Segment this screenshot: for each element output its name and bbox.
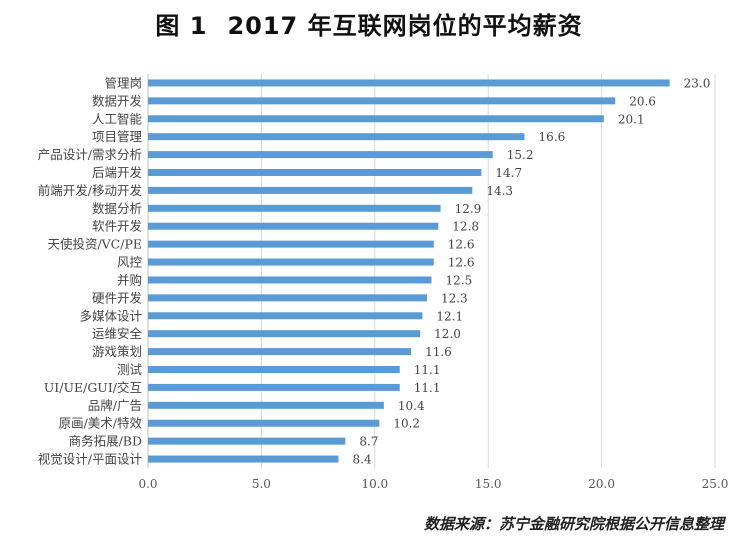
data-label: 11.1 [414, 381, 441, 395]
category-label: 软件开发 [92, 219, 143, 234]
category-label: 前端开发/移动开发 [38, 183, 143, 198]
bar [148, 366, 400, 373]
chart-title-text: 2017 年互联网岗位的平均薪资 [227, 12, 583, 40]
data-label: 16.6 [538, 130, 565, 144]
chart-title: 图 1 2017 年互联网岗位的平均薪资 [0, 6, 738, 41]
category-label: 视觉设计/平面设计 [38, 452, 142, 467]
category-label: 天使投资/VC/PE [47, 237, 142, 252]
data-label: 14.7 [495, 166, 522, 180]
bar [148, 115, 604, 123]
category-label: 原画/美术/特效 [59, 416, 143, 431]
bar [148, 437, 346, 445]
x-tick-label: 0.0 [138, 477, 157, 491]
data-label: 10.2 [393, 417, 420, 431]
category-label: 多媒体设计 [79, 308, 142, 323]
category-label: 品牌/广告 [88, 398, 142, 413]
bar [148, 240, 434, 248]
data-label: 11.6 [425, 345, 452, 359]
category-label: 管理岗 [104, 75, 142, 90]
data-label: 20.6 [629, 94, 656, 108]
data-label: 12.8 [452, 220, 479, 234]
x-tick-label: 5.0 [252, 477, 271, 491]
data-label: 8.7 [359, 435, 378, 449]
data-source-note: 数据来源：苏宁金融研究院根据公开信息整理 [423, 515, 724, 533]
category-label: 运维安全 [92, 326, 143, 341]
bar [148, 258, 434, 266]
data-label: 12.1 [436, 309, 463, 323]
bar [148, 222, 439, 230]
bar [148, 401, 384, 409]
bar [148, 455, 339, 463]
data-label: 12.5 [446, 273, 473, 287]
category-label: 数据开发 [92, 93, 143, 108]
x-tick-label: 20.0 [588, 477, 615, 491]
bar [148, 312, 423, 320]
data-label: 20.1 [618, 112, 645, 126]
data-label: 23.0 [684, 76, 711, 90]
bar [148, 186, 473, 194]
category-label: 后端开发 [92, 165, 143, 180]
category-label: 商务拓展/BD [69, 434, 142, 449]
data-label: 8.4 [353, 453, 372, 467]
category-label: 项目管理 [92, 129, 143, 144]
category-label: 游戏策划 [92, 344, 142, 359]
category-label: UI/UE/GUI/交互 [44, 380, 142, 395]
data-label: 12.6 [448, 238, 475, 252]
data-label: 12.3 [441, 291, 468, 305]
category-label: 硬件开发 [92, 290, 143, 305]
category-label: 人工智能 [92, 111, 143, 126]
bar [148, 419, 380, 427]
category-label: 风控 [117, 255, 143, 270]
x-tick-label: 25.0 [702, 477, 729, 491]
x-tick-label: 15.0 [475, 477, 502, 491]
figure-number: 图 1 [155, 12, 208, 40]
category-label: 测试 [117, 362, 143, 377]
data-label: 10.4 [398, 399, 425, 413]
data-label: 12.6 [448, 256, 475, 270]
bar [148, 169, 482, 176]
bar [148, 97, 616, 105]
bar [148, 294, 427, 302]
x-tick-label: 10.0 [361, 477, 388, 491]
bar [148, 276, 432, 284]
category-label: 数据分析 [92, 201, 142, 216]
data-label: 15.2 [507, 148, 534, 162]
bar [148, 204, 441, 212]
bar [148, 348, 412, 356]
bar [148, 151, 493, 159]
category-label: 并购 [117, 272, 142, 287]
bar [148, 79, 670, 87]
category-label: 产品设计/需求分析 [38, 147, 142, 162]
data-label: 12.9 [455, 202, 482, 216]
bar [148, 330, 421, 338]
data-label: 14.3 [486, 184, 513, 198]
bar [148, 383, 400, 391]
bar [148, 133, 525, 141]
data-label: 12.0 [434, 327, 461, 341]
data-label: 11.1 [414, 363, 441, 377]
